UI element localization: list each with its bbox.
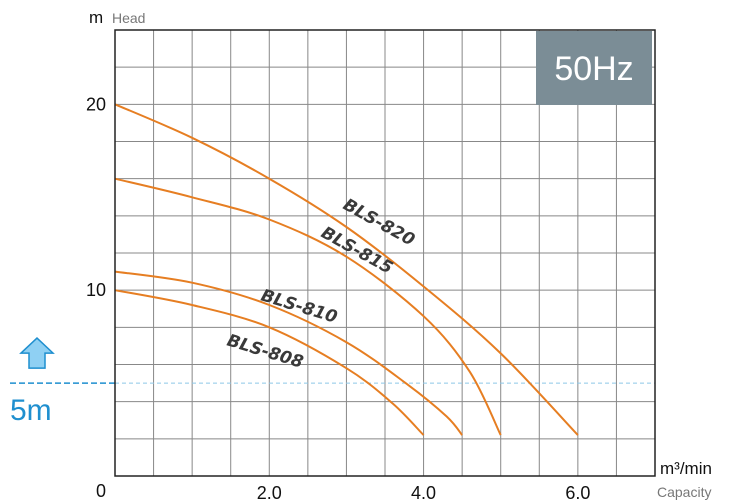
series-curve — [114, 103, 579, 436]
x-tick-labels: 2.0 4.0 6.0 — [257, 483, 591, 503]
y-tick-label: 10 — [86, 280, 106, 300]
plot-frame — [114, 29, 656, 477]
up-arrow-icon — [19, 337, 55, 369]
reference-line-label: 5m — [10, 394, 52, 427]
y-axis-unit: m — [89, 8, 103, 27]
y-axis-label: Head — [112, 10, 145, 26]
y-tick-labels: 10 20 — [86, 94, 106, 300]
x-axis-label: Capacity — [657, 484, 711, 500]
series-curve — [114, 270, 463, 436]
series-curve — [114, 289, 425, 436]
x-axis-unit: m³/min — [660, 459, 712, 478]
badge-text: 50Hz — [554, 50, 633, 88]
series-curve — [114, 177, 502, 436]
x-tick-label: 2.0 — [257, 483, 282, 503]
x-tick-label: 6.0 — [565, 483, 590, 503]
badge-background — [536, 31, 652, 105]
x-tick-label: 4.0 — [411, 483, 436, 503]
y-tick-label: 20 — [86, 94, 106, 114]
badge: 50Hz — [536, 31, 652, 105]
origin-label: 0 — [96, 481, 106, 501]
series-label: BLS-810 — [259, 286, 340, 328]
series-label: BLS-808 — [225, 331, 306, 373]
reference-line-group: 5m — [10, 337, 655, 427]
